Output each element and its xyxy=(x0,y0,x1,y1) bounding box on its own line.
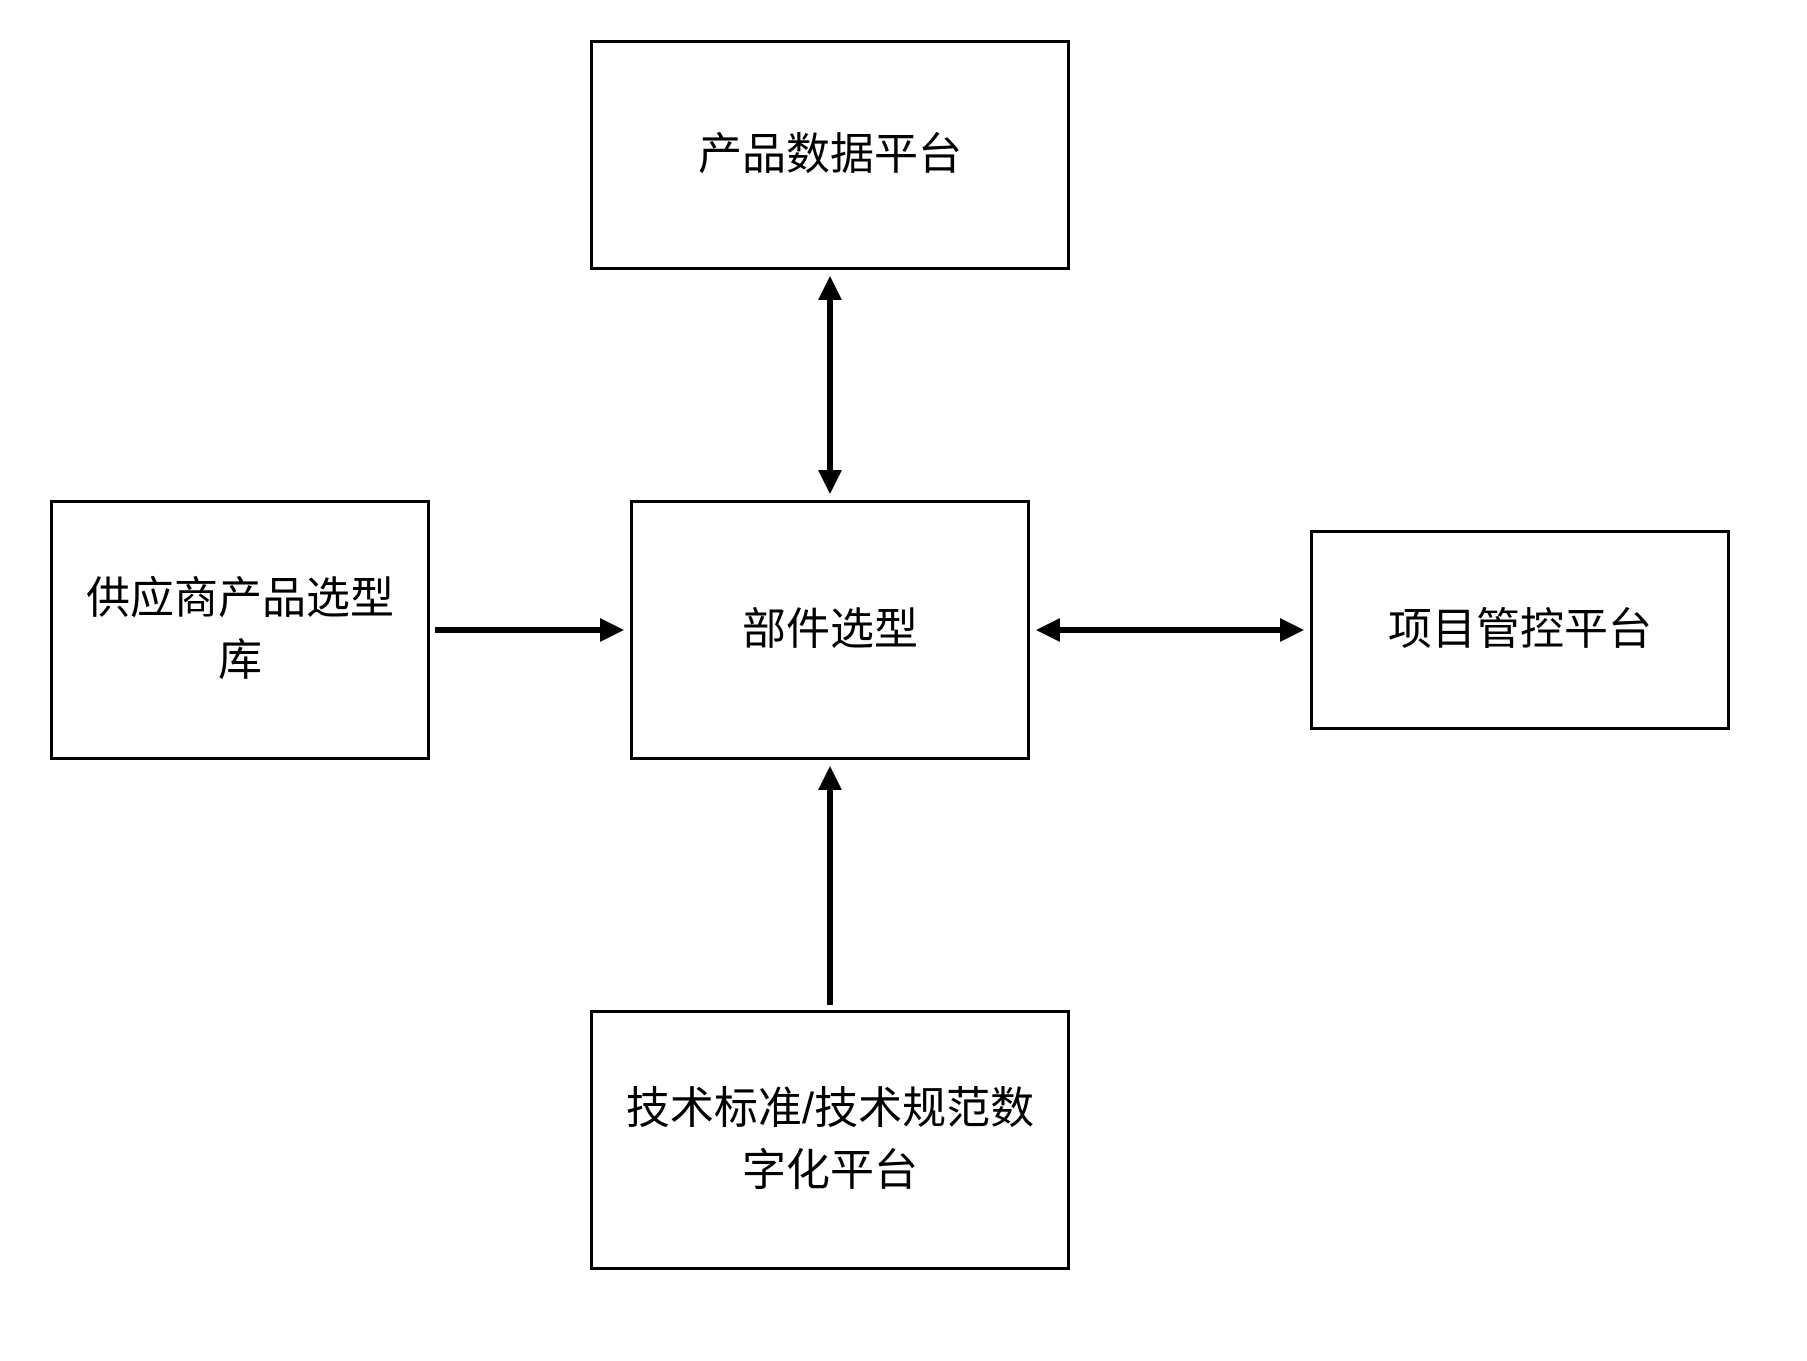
edge-bottom-center xyxy=(0,0,1807,1361)
diagram-container: 产品数据平台 供应商产品选型库 部件选型 项目管控平台 技术标准/技术规范数字化… xyxy=(0,0,1807,1361)
